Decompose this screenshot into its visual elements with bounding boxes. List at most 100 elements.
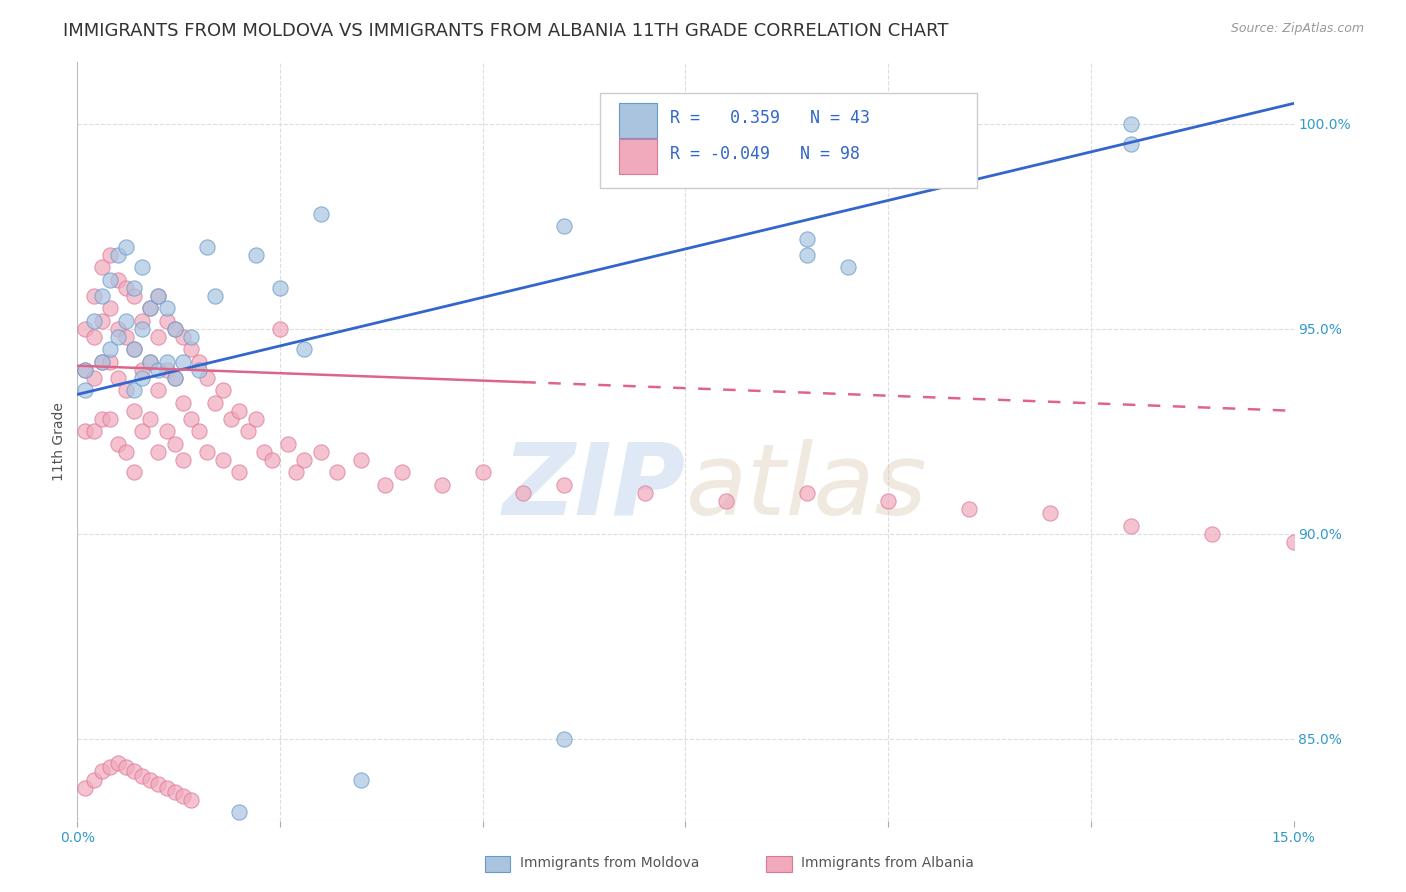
Point [122, 465, 145, 479]
Point [163, 436, 186, 450]
Point [877, 494, 900, 508]
Point [75, 384, 97, 398]
Point [139, 412, 162, 426]
Point [107, 248, 129, 262]
Point [374, 477, 396, 491]
Point [90, 764, 112, 779]
Point [204, 395, 226, 409]
Point [90, 354, 112, 368]
Point [180, 793, 202, 807]
Point [90, 354, 112, 368]
Point [75, 322, 97, 336]
Point [163, 371, 186, 385]
Point [122, 764, 145, 779]
Point [75, 363, 97, 377]
Point [326, 465, 349, 479]
Point [98, 248, 121, 262]
Point [269, 281, 291, 295]
Point [269, 322, 291, 336]
Point [163, 785, 186, 799]
Point [131, 371, 153, 385]
Point [180, 412, 202, 426]
Point [107, 273, 129, 287]
Point [148, 330, 170, 344]
Point [139, 354, 162, 368]
Point [172, 789, 194, 803]
Point [98, 301, 121, 316]
Point [131, 768, 153, 782]
Point [90, 260, 112, 275]
Point [131, 425, 153, 439]
Point [245, 248, 267, 262]
Point [1201, 526, 1223, 541]
Text: IMMIGRANTS FROM MOLDOVA VS IMMIGRANTS FROM ALBANIA 11TH GRADE CORRELATION CHART: IMMIGRANTS FROM MOLDOVA VS IMMIGRANTS FR… [63, 22, 949, 40]
Point [512, 485, 534, 500]
Point [139, 301, 162, 316]
Text: Immigrants from Albania: Immigrants from Albania [801, 856, 974, 871]
Point [163, 322, 186, 336]
Point [131, 260, 153, 275]
Point [180, 343, 202, 357]
Point [837, 260, 859, 275]
Point [1121, 117, 1143, 131]
Point [98, 760, 121, 774]
Point [277, 436, 299, 450]
Point [122, 404, 145, 418]
Point [163, 371, 186, 385]
Point [471, 465, 494, 479]
Point [195, 240, 218, 254]
Point [155, 354, 177, 368]
Point [260, 453, 283, 467]
Point [131, 322, 153, 336]
Point [553, 477, 575, 491]
Point [195, 444, 218, 458]
Point [122, 343, 145, 357]
Point [172, 453, 194, 467]
Point [309, 444, 332, 458]
Point [228, 805, 250, 820]
Point [180, 330, 202, 344]
Point [1121, 137, 1143, 152]
Point [292, 453, 315, 467]
Point [188, 425, 211, 439]
Point [228, 465, 250, 479]
Point [228, 404, 250, 418]
Point [553, 219, 575, 234]
Y-axis label: 11th Grade: 11th Grade [52, 402, 66, 481]
Point [131, 313, 153, 327]
Point [172, 354, 194, 368]
Point [98, 354, 121, 368]
Point [83, 772, 105, 787]
Point [155, 363, 177, 377]
Point [714, 494, 737, 508]
Point [115, 240, 138, 254]
FancyBboxPatch shape [619, 139, 658, 174]
Point [90, 289, 112, 303]
Text: Immigrants from Moldova: Immigrants from Moldova [520, 856, 700, 871]
Point [90, 313, 112, 327]
Point [1282, 535, 1305, 549]
Point [139, 301, 162, 316]
Text: atlas: atlas [686, 439, 927, 535]
Point [115, 384, 138, 398]
Point [75, 363, 97, 377]
Point [253, 444, 276, 458]
Point [350, 453, 373, 467]
Point [172, 330, 194, 344]
Point [115, 760, 138, 774]
Point [148, 289, 170, 303]
Point [115, 330, 138, 344]
Point [115, 281, 138, 295]
Point [553, 731, 575, 746]
FancyBboxPatch shape [619, 103, 658, 137]
Point [1039, 506, 1062, 520]
Point [148, 289, 170, 303]
Point [115, 313, 138, 327]
Point [122, 289, 145, 303]
Point [285, 465, 308, 479]
Point [90, 412, 112, 426]
Point [957, 502, 980, 516]
Point [107, 371, 129, 385]
Point [98, 412, 121, 426]
Point [122, 384, 145, 398]
